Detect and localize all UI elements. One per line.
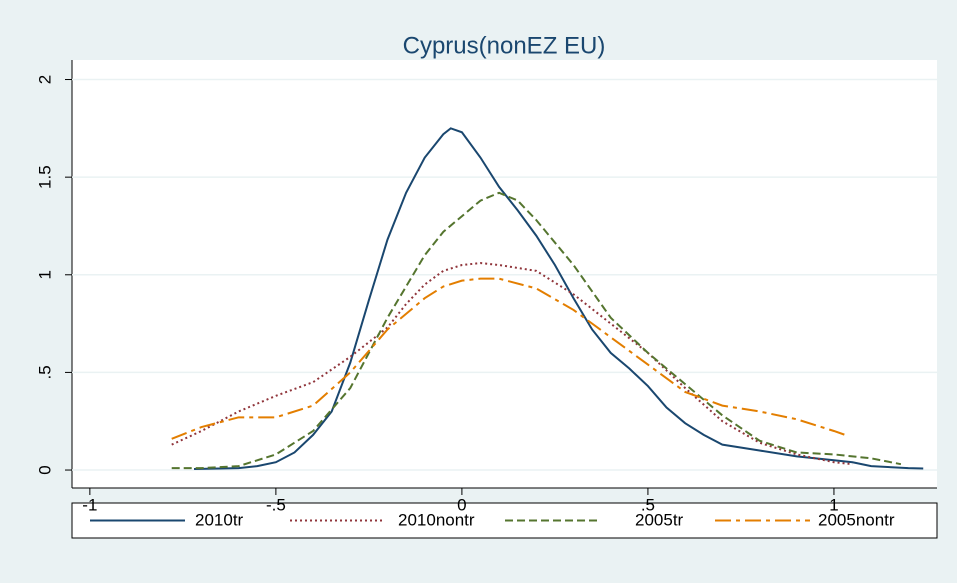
legend-label: 2010nontr: [398, 510, 475, 529]
x-tick-label: 1: [829, 495, 838, 514]
y-tick-label: 1: [35, 270, 54, 279]
chart-title: Cyprus(nonEZ EU): [403, 32, 606, 59]
legend-label: 2010tr: [195, 510, 244, 529]
y-tick-label: 1.5: [35, 165, 54, 189]
x-tick-label: -1: [82, 495, 97, 514]
legend-box: [71, 502, 938, 539]
y-tick-label: .5: [35, 365, 54, 379]
y-tick-label: 0: [35, 465, 54, 474]
series-line: [171, 262, 853, 466]
legend-label: 2005nontr: [818, 510, 895, 529]
x-tick-label: 0: [457, 495, 466, 514]
plot-area: [72, 60, 937, 488]
y-tick-label: 2: [35, 75, 54, 84]
legend-label: 2005tr: [635, 510, 684, 529]
series-line: [194, 127, 924, 471]
x-tick-label: .5: [641, 495, 655, 514]
series-line: [171, 277, 846, 440]
x-tick-label: -.5: [266, 495, 286, 514]
